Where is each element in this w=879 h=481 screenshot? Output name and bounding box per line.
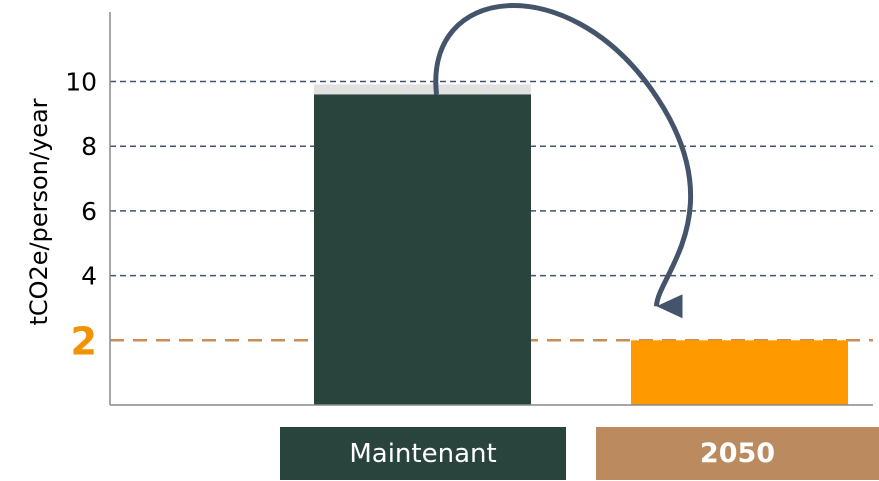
y-tick-label-10: 10 — [65, 68, 97, 97]
category-label-text: Maintenant — [349, 438, 497, 469]
bar-maintenant — [314, 94, 531, 405]
y-tick-label-4: 4 — [81, 262, 97, 291]
target-line-label: 2 — [71, 319, 97, 363]
category-label-maintenant: Maintenant — [280, 427, 566, 480]
bar-cap-maintenant — [314, 84, 531, 95]
reduction-arrow — [433, 3, 694, 319]
y-axis-title: tCO2e/person/year — [25, 98, 53, 325]
bar-2050 — [631, 340, 848, 405]
y-tick-label-8: 8 — [81, 132, 97, 161]
category-label-2050: 2050 — [596, 427, 879, 480]
category-label-text: 2050 — [699, 438, 776, 469]
y-tick-label-6: 6 — [81, 197, 97, 226]
